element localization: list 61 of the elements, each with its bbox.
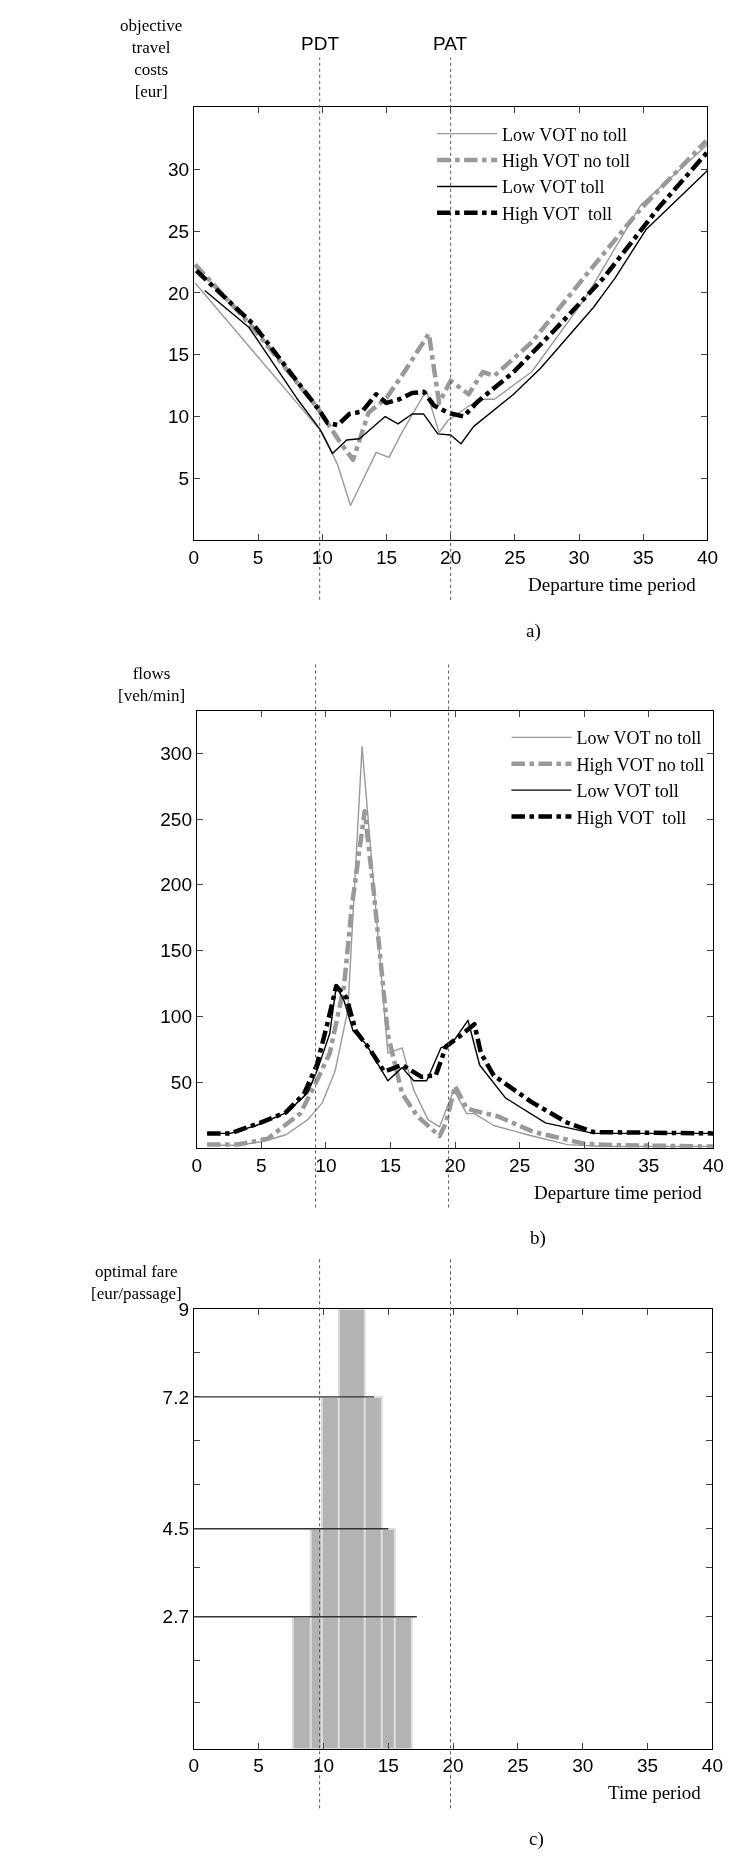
x-tick-label: 5 [253,1755,264,1777]
text: c) [529,1828,544,1850]
legend-label: High VOT toll [502,203,612,224]
x-tick-label: 5 [256,1154,267,1176]
y-tick-label: 200 [160,874,192,896]
x-tick-label: 40 [701,1755,723,1777]
ref-line-label: PDT [301,33,340,54]
y-axis-title: flows [veh/min] [118,664,186,706]
x-tick-label: 30 [568,546,590,568]
x-axis-title: Time period [608,1782,702,1803]
y-tick-label: 300 [160,742,192,764]
y-tick-label: 250 [160,808,192,830]
x-tick-label: 35 [637,1755,659,1777]
x-tick-label: 10 [312,1755,335,1777]
x-tick-label: 15 [377,1755,399,1777]
x-tick-label: 35 [638,1154,660,1176]
x-tick-label: 15 [379,1154,402,1176]
y-tick-label: 7.2 [162,1386,190,1408]
x-tick-label: 15 [375,546,398,568]
y-axis-title: optimal fare [eur/passage] [91,1262,182,1304]
x-tick-label: 35 [632,546,654,568]
x-tick-label: 10 [311,546,333,568]
x-tick-label: 30 [573,1154,595,1176]
x-tick-label: 20 [440,546,462,568]
x-tick-label: 40 [696,546,719,568]
x-tick-label: 10 [315,1154,337,1176]
legend-label: Low VOT no toll [576,728,702,749]
x-tick-label: 0 [188,1755,200,1777]
legend-label: High VOT no toll [576,754,705,775]
x-axis-title: Departure time period [528,574,697,595]
x-tick-label: 40 [702,1154,724,1176]
x-tick-label: 25 [507,1755,529,1777]
y-tick-label: 20 [167,282,190,304]
legend-label: High VOT toll [576,807,687,828]
y-axis-title: objective travel costs [eur] [120,16,183,102]
x-tick-label: 30 [572,1755,594,1777]
x-tick-label: 20 [444,1154,466,1176]
x-tick-label: 5 [252,546,264,568]
y-tick-label: 2.7 [162,1606,190,1628]
text: b) [530,1227,546,1249]
y-tick-label: 150 [160,940,192,962]
y-tick-label: 4.5 [162,1518,190,1540]
y-tick-label: 100 [160,1005,192,1027]
y-tick-label: 15 [167,344,190,366]
x-tick-label: 20 [442,1755,464,1777]
y-tick-label: 5 [178,467,190,489]
legend-label: Low VOT toll [502,177,605,198]
text: a) [526,620,541,642]
y-tick-label: 30 [167,158,190,180]
x-tick-label: 0 [191,1154,203,1176]
legend-label: Low VOT no toll [502,124,627,145]
y-tick-label: 25 [167,220,190,242]
x-axis-title: Departure time period [534,1182,703,1203]
y-tick-label: 10 [167,406,190,428]
x-tick-label: 0 [188,546,200,568]
legend-label: Low VOT toll [576,781,679,802]
x-tick-label: 25 [504,546,526,568]
legend-label: High VOT no toll [502,151,630,172]
x-tick-label: 25 [509,1154,531,1176]
ref-line-label: PAT [433,33,468,54]
y-tick-label: 50 [170,1071,192,1093]
